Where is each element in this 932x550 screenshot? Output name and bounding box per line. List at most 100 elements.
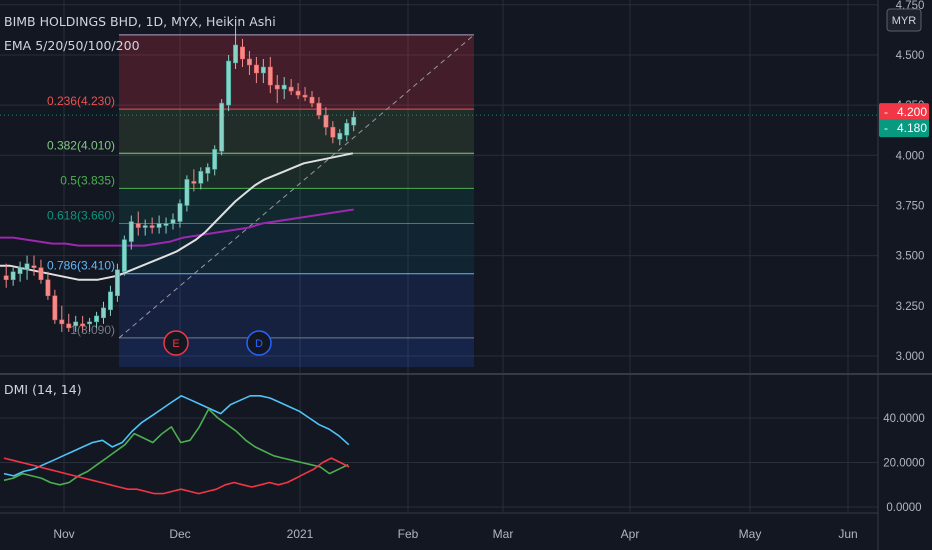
- candle-body-50: [351, 116, 357, 126]
- event-marker-d: [246, 330, 272, 356]
- event-marker-e: [163, 330, 189, 356]
- candle-body-35: [247, 58, 252, 66]
- candle-body-19: [135, 223, 141, 228]
- candle-body-33: [233, 44, 239, 64]
- candle-body-4: [31, 265, 37, 268]
- candle-body-31: [219, 102, 225, 152]
- candle-body-23: [163, 223, 169, 226]
- candle-body-27: [191, 181, 197, 184]
- price-axis-tick-0: 3.000: [896, 351, 925, 363]
- time-axis-tick-1: Dec: [169, 527, 190, 541]
- candle-body-18: [128, 221, 134, 242]
- dmi-adx-line: [3, 394, 350, 477]
- candle-body-34: [240, 46, 245, 60]
- candle-body-39: [274, 84, 280, 90]
- candle-body-32: [226, 60, 232, 106]
- candle-body-1: [10, 271, 16, 280]
- candle-body-28: [198, 171, 204, 184]
- candle-body-24: [170, 219, 176, 224]
- candle-body-5: [38, 267, 44, 280]
- fib-trendline: [118, 34, 475, 339]
- candle-body-38: [267, 66, 273, 86]
- fib-level-label-1: 0.382(4.010): [47, 138, 115, 152]
- candle-body-16: [114, 269, 120, 297]
- candle-body-49: [344, 122, 350, 136]
- candle-body-41: [288, 86, 294, 92]
- price-axis-tick-1: 3.250: [896, 301, 925, 313]
- price-axis-tick-4: 4.000: [896, 150, 925, 162]
- currency-button-label: MYR: [892, 15, 917, 27]
- symbol-title: BIMB HOLDINGS BHD, 1D, MYX, Heikin Ashi: [4, 14, 276, 29]
- candle-body-12: [87, 321, 93, 325]
- candle-body-45: [316, 102, 322, 116]
- candle-body-2: [17, 267, 23, 274]
- candle-body-22: [156, 223, 162, 228]
- candle-body-7: [52, 295, 58, 321]
- price-tag-1: 4.180: [897, 121, 927, 135]
- price-tag-bg-0: [879, 103, 929, 122]
- candle-body-25: [177, 203, 183, 222]
- fib-level-label-0: 0.236(4.230): [47, 94, 115, 108]
- price-tag-bg-1: [879, 119, 929, 138]
- price-tag-dash-1: -: [884, 121, 888, 135]
- candle-body-20: [142, 225, 148, 228]
- time-axis-tick-6: May: [739, 527, 762, 541]
- candle-body-9: [66, 323, 72, 329]
- candle-body-46: [323, 114, 329, 128]
- candle-body-37: [260, 66, 266, 74]
- candle-body-11: [80, 323, 86, 327]
- candle-body-17: [121, 239, 127, 272]
- dmi-plus-line: [3, 408, 349, 486]
- dmi-axis-tick-1: 20.0000: [883, 458, 925, 470]
- dmi-axis-tick-0: 0.0000: [886, 502, 921, 514]
- price-axis-tick-3: 3.750: [896, 200, 925, 212]
- fib-level-label-3: 0.618(3.660): [47, 209, 115, 223]
- candle-body-8: [59, 319, 65, 325]
- dmi-axis-tick-2: 40.0000: [883, 413, 925, 425]
- time-axis-tick-0: Nov: [53, 527, 74, 541]
- ema-indicator-label[interactable]: EMA 5/20/50/100/200: [4, 38, 140, 53]
- fib-zone-2: [119, 153, 474, 189]
- candle-body-40: [281, 84, 287, 90]
- ema-purple-line: [0, 208, 354, 247]
- candle-body-36: [253, 64, 259, 74]
- event-marker-label-d: D: [255, 338, 263, 350]
- time-axis-tick-5: Apr: [621, 527, 640, 541]
- price-axis-tick-2: 3.500: [896, 251, 925, 263]
- fib-zone-5: [119, 273, 474, 338]
- candle-body-15: [108, 291, 113, 311]
- candle-body-47: [330, 126, 336, 138]
- candle-body-29: [205, 167, 211, 174]
- dmi-indicator-label[interactable]: DMI (14, 14): [4, 382, 82, 397]
- candle-body-10: [73, 321, 79, 327]
- fib-zone-1: [119, 109, 474, 154]
- candle-body-0: [3, 275, 9, 280]
- price-axis-tick-7: 4.750: [896, 0, 925, 12]
- candle-body-48: [337, 132, 343, 140]
- price-tag-0: 4.200: [897, 105, 927, 119]
- currency-button: [886, 8, 922, 32]
- dmi-minus-line: [3, 457, 350, 495]
- candle-body-42: [295, 90, 301, 96]
- fib-level-label-2: 0.5(3.835): [60, 173, 115, 187]
- time-axis-tick-2: 2021: [287, 527, 314, 541]
- candle-body-26: [184, 179, 190, 206]
- candle-body-13: [94, 315, 99, 323]
- fib-level-label-4: 0.786(3.410): [47, 259, 115, 273]
- time-axis-tick-3: Feb: [398, 527, 419, 541]
- candle-body-30: [212, 149, 218, 170]
- candle-body-43: [302, 94, 308, 98]
- fib-zone-4: [119, 223, 474, 274]
- fib-zone-0: [119, 34, 474, 110]
- candle-body-44: [309, 96, 315, 104]
- price-axis-tick-6: 4.500: [896, 50, 925, 62]
- candle-body-14: [101, 307, 106, 319]
- price-tag-dash-0: -: [884, 105, 888, 119]
- candle-body-21: [149, 225, 155, 228]
- time-axis-tick-4: Mar: [493, 527, 514, 541]
- time-axis-tick-7: Jun: [838, 527, 857, 541]
- ema-white-line: [0, 152, 353, 281]
- fib-level-label-5: 1(3.090): [70, 323, 115, 337]
